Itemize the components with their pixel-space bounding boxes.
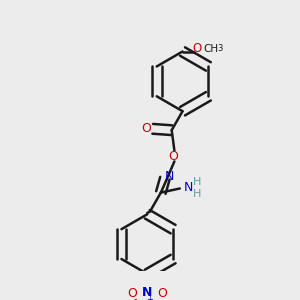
Text: 3: 3 <box>217 44 223 53</box>
Text: CH: CH <box>203 44 219 54</box>
Text: H: H <box>193 177 202 187</box>
Text: O: O <box>141 122 151 135</box>
Text: +: + <box>146 295 153 300</box>
Text: O: O <box>157 287 167 300</box>
Text: N: N <box>183 181 193 194</box>
Text: N: N <box>142 286 152 299</box>
Text: N: N <box>165 170 174 183</box>
Text: O: O <box>193 42 202 55</box>
Text: O: O <box>168 150 178 163</box>
Text: -: - <box>134 294 137 300</box>
Text: H: H <box>193 189 202 199</box>
Text: O: O <box>128 287 137 300</box>
